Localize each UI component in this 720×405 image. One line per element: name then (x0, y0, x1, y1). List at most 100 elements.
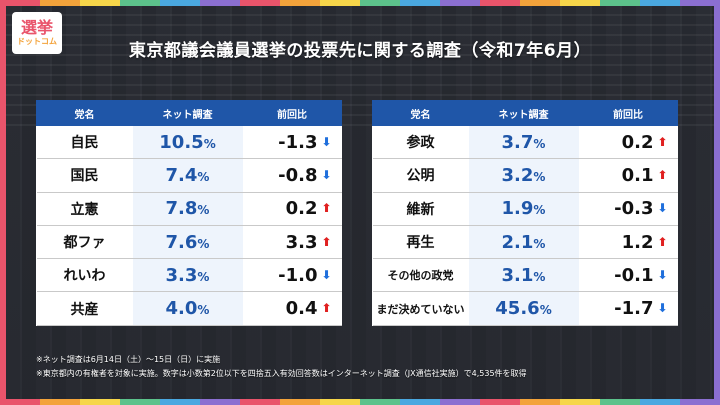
party-name: 共産 (36, 291, 133, 326)
table-row: まだ決めていない 45.6% -1.7 ⬇ (372, 291, 678, 326)
change-value: 0.1 ⬆ (578, 158, 678, 193)
net-survey-value: 7.8% (132, 192, 243, 226)
net-survey-value: 7.6% (132, 225, 243, 260)
net-survey-value: 4.0% (132, 291, 243, 326)
header-party: 党名 (36, 100, 133, 126)
percent-sign: % (539, 303, 552, 318)
percent-sign: % (197, 203, 210, 218)
percent-sign: % (533, 169, 546, 184)
table-row: 国民 7.4% -0.8 ⬇ (36, 158, 342, 193)
table-row: 公明 3.2% 0.1 ⬆ (372, 158, 678, 193)
change-value: -1.3 ⬇ (242, 125, 342, 160)
net-number: 10.5 (159, 131, 204, 153)
party-name: 参政 (372, 125, 469, 160)
percent-sign: % (197, 236, 210, 251)
percent-sign: % (197, 303, 210, 318)
percent-sign: % (533, 236, 546, 251)
arrow-down-icon: ⬇ (657, 267, 668, 282)
site-logo: 選挙 ドットコム (12, 12, 62, 54)
net-number: 3.7 (501, 131, 534, 153)
party-name: 立憲 (36, 192, 133, 226)
logo-line2: ドットコム (17, 37, 57, 46)
party-name: 都ファ (36, 225, 133, 260)
party-name: 再生 (372, 225, 469, 260)
change-number: 1.2 (621, 231, 654, 253)
page-title: 東京都議会議員選挙の投票先に関する調査（令和7年6月） (128, 41, 592, 61)
net-number: 2.1 (501, 231, 534, 253)
net-survey-value: 2.1% (468, 225, 579, 260)
change-value: -0.1 ⬇ (578, 258, 678, 293)
change-number: 0.1 (621, 164, 654, 186)
net-number: 45.6 (495, 298, 540, 320)
arrow-up-icon: ⬆ (321, 234, 332, 249)
table-row: 立憲 7.8% 0.2 ⬆ (36, 192, 342, 226)
net-survey-value: 3.1% (468, 258, 579, 293)
change-number: -0.8 (278, 164, 318, 186)
arrow-up-icon: ⬆ (321, 201, 332, 216)
party-name: その他の政党 (372, 258, 469, 293)
table-row: 自民 10.5% -1.3 ⬇ (36, 125, 342, 160)
percent-sign: % (197, 269, 210, 284)
party-name: 維新 (372, 192, 469, 226)
header-net: ネット調査 (132, 100, 243, 126)
arrow-up-icon: ⬆ (657, 134, 668, 149)
net-number: 4.0 (165, 298, 198, 320)
change-number: 0.2 (285, 198, 318, 220)
change-value: 0.2 ⬆ (578, 125, 678, 160)
change-number: 0.2 (621, 131, 654, 153)
net-number: 3.2 (501, 164, 534, 186)
change-number: -1.7 (614, 298, 654, 320)
change-value: 3.3 ⬆ (242, 225, 342, 260)
poll-table-left: 党名 ネット調査 前回比 自民 10.5% -1.3 ⬇ 国民 7.4% -0.8 ⬇ 立憲 7.… (36, 100, 342, 326)
net-survey-value: 1.9% (468, 192, 579, 226)
table-row: 共産 4.0% 0.4 ⬆ (36, 291, 342, 326)
change-value: -1.0 ⬇ (242, 258, 342, 293)
table-row: 再生 2.1% 1.2 ⬆ (372, 225, 678, 260)
header-party: 党名 (372, 100, 469, 126)
net-number: 3.1 (501, 264, 534, 286)
party-name: 国民 (36, 158, 133, 193)
change-number: -1.0 (278, 264, 318, 286)
net-number: 7.4 (165, 164, 198, 186)
net-survey-value: 7.4% (132, 158, 243, 193)
table-row: 維新 1.9% -0.3 ⬇ (372, 192, 678, 226)
table-row: 参政 3.7% 0.2 ⬆ (372, 125, 678, 160)
change-value: 1.2 ⬆ (578, 225, 678, 260)
percent-sign: % (533, 136, 546, 151)
table-row: その他の政党 3.1% -0.1 ⬇ (372, 258, 678, 293)
change-value: 0.4 ⬆ (242, 291, 342, 326)
arrow-down-icon: ⬇ (657, 301, 668, 316)
arrow-up-icon: ⬆ (657, 167, 668, 182)
percent-sign: % (197, 169, 210, 184)
left-table-body: 自民 10.5% -1.3 ⬇ 国民 7.4% -0.8 ⬇ 立憲 7.8% 0.2 ⬆ 都ファ 7.6%… (36, 125, 342, 326)
net-number: 1.9 (501, 198, 534, 220)
net-survey-value: 3.7% (468, 125, 579, 160)
change-value: -0.3 ⬇ (578, 192, 678, 226)
net-survey-value: 3.3% (132, 258, 243, 293)
table-row: れいわ 3.3% -1.0 ⬇ (36, 258, 342, 293)
arrow-down-icon: ⬇ (321, 167, 332, 182)
change-value: -0.8 ⬇ (242, 158, 342, 193)
change-value: 0.2 ⬆ (242, 192, 342, 226)
party-name: れいわ (36, 258, 133, 293)
party-name: 公明 (372, 158, 469, 193)
arrow-down-icon: ⬇ (321, 134, 332, 149)
logo-line1: 選挙 (20, 18, 53, 37)
footnote-survey-date: ※ネット調査は6月14日（土）〜15日（日）に実施 (36, 355, 221, 364)
percent-sign: % (203, 136, 216, 151)
right-table-body: 参政 3.7% 0.2 ⬆ 公明 3.2% 0.1 ⬆ 維新 1.9% -0.3 ⬇ 再生 2.1% 1.2… (372, 125, 678, 326)
net-number: 7.6 (165, 231, 198, 253)
table-row: 都ファ 7.6% 3.3 ⬆ (36, 225, 342, 260)
percent-sign: % (533, 269, 546, 284)
net-survey-value: 3.2% (468, 158, 579, 193)
arrow-up-icon: ⬆ (657, 234, 668, 249)
header-prev: 前回比 (242, 100, 342, 126)
net-survey-value: 45.6% (468, 291, 579, 326)
arrow-up-icon: ⬆ (321, 301, 332, 316)
poll-table-right: 党名 ネット調査 前回比 参政 3.7% 0.2 ⬆ 公明 3.2% 0.1 ⬆ 維新 1.9% -… (372, 100, 678, 326)
change-number: -1.3 (278, 131, 318, 153)
net-survey-value: 10.5% (132, 125, 243, 160)
arrow-down-icon: ⬇ (321, 267, 332, 282)
change-number: -0.1 (614, 264, 654, 286)
arrow-down-icon: ⬇ (657, 201, 668, 216)
